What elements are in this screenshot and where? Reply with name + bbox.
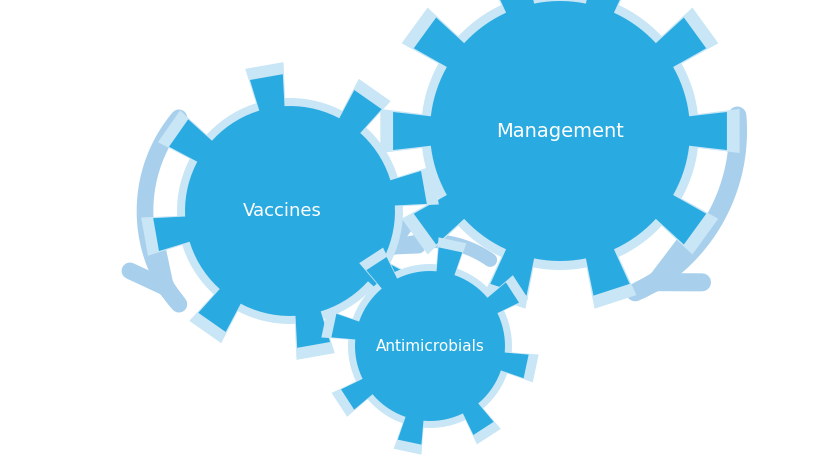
Polygon shape: [380, 0, 739, 309]
Polygon shape: [153, 74, 427, 348]
Polygon shape: [331, 248, 528, 444]
Text: Management: Management: [495, 122, 623, 141]
Polygon shape: [392, 0, 726, 296]
Text: Vaccines: Vaccines: [242, 202, 321, 220]
Polygon shape: [321, 237, 538, 455]
Text: Antimicrobials: Antimicrobials: [375, 338, 484, 354]
Polygon shape: [141, 62, 438, 360]
